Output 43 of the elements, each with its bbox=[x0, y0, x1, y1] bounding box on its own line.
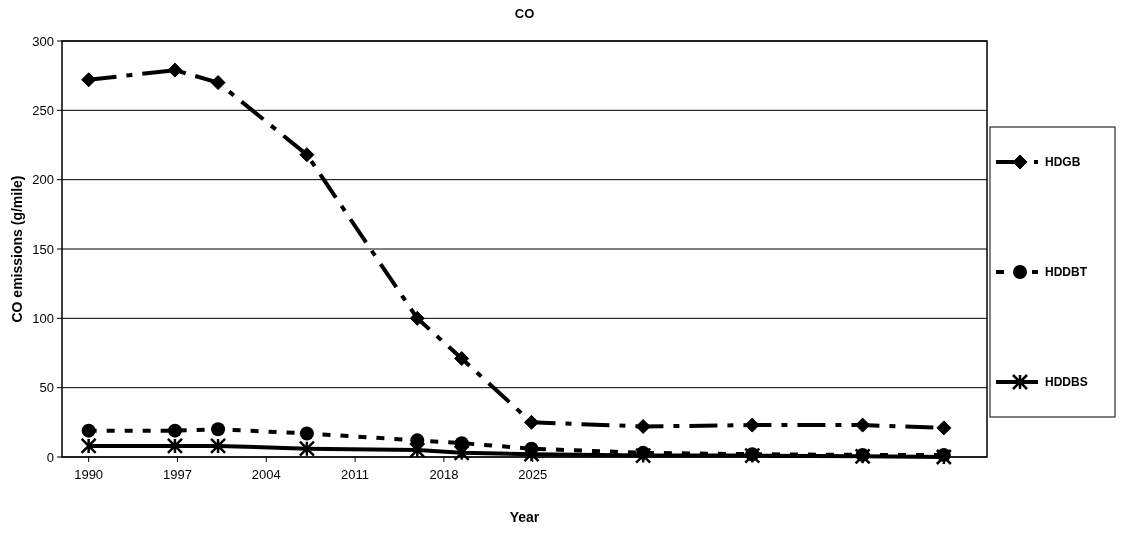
point bbox=[298, 440, 316, 457]
point bbox=[80, 437, 97, 455]
legend-label: HDGB bbox=[1045, 155, 1081, 170]
y-tick-label: 300 bbox=[32, 33, 54, 49]
point bbox=[409, 310, 425, 326]
point bbox=[167, 62, 183, 78]
y-tick-label: 150 bbox=[32, 241, 54, 257]
x-axis-title: Year bbox=[509, 509, 540, 525]
point bbox=[523, 445, 540, 463]
point bbox=[166, 437, 184, 455]
legend-label: HDDBT bbox=[1045, 265, 1088, 280]
y-tick-label: 200 bbox=[32, 172, 54, 188]
y-tick-label: 0 bbox=[46, 449, 54, 465]
x-tick-label: 2025 bbox=[518, 467, 548, 482]
point bbox=[409, 441, 426, 459]
point bbox=[299, 147, 315, 163]
point bbox=[81, 423, 96, 438]
point bbox=[454, 351, 470, 367]
point bbox=[936, 420, 952, 436]
x-tick-label: 2004 bbox=[251, 467, 281, 482]
point bbox=[81, 72, 97, 88]
point bbox=[523, 414, 539, 430]
point bbox=[635, 418, 651, 434]
point bbox=[299, 426, 314, 441]
point bbox=[453, 444, 470, 462]
y-tick-label: 50 bbox=[39, 380, 54, 396]
x-tick-label: 2018 bbox=[429, 467, 459, 482]
point bbox=[634, 447, 652, 464]
y-tick-label: 250 bbox=[32, 102, 54, 118]
legend-label: HDDBS bbox=[1045, 375, 1088, 390]
point bbox=[744, 417, 760, 433]
x-tick-label: 2011 bbox=[341, 467, 370, 482]
y-tick-label: 100 bbox=[32, 310, 54, 326]
chart-title: CO bbox=[514, 6, 535, 21]
y-axis-title: CO emissions (g/mile) bbox=[9, 175, 25, 323]
point bbox=[935, 448, 953, 466]
point bbox=[210, 75, 226, 91]
point bbox=[211, 422, 226, 437]
point bbox=[209, 437, 227, 455]
x-tick-label: 1990 bbox=[74, 467, 104, 482]
x-tick-label: 1997 bbox=[163, 467, 192, 482]
point bbox=[855, 417, 871, 433]
point bbox=[167, 423, 182, 438]
